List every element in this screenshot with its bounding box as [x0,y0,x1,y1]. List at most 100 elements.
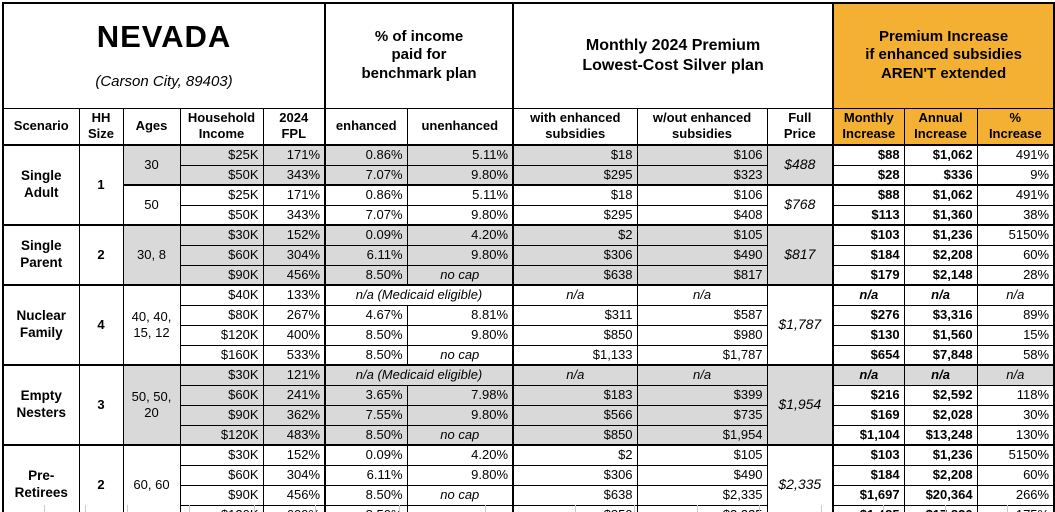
income-cell: $50K [179,164,264,186]
unenhanced-pct-cell: 9.80% [406,324,514,346]
with-subsidies-cell: $183 [512,384,638,406]
gridline [1007,505,1008,512]
full-price-cell: $1,787 [766,284,834,366]
wout-subsidies-cell: $408 [636,204,768,226]
fpl-cell: 152% [262,224,326,246]
enhanced-pct-cell: 4.67% [324,304,408,326]
pct-increase-cell: 60% [976,244,1055,266]
pct-increase-cell: 5150% [976,444,1055,466]
enhanced-pct-cell: 0.86% [324,184,408,206]
ages-cell: 40, 40, 15, 12 [122,284,181,366]
enhanced-pct-cell: 8.50% [324,264,408,286]
scenario-cell: Single Parent [2,224,80,286]
table-row: $120K 609% 8.50% no cap $850 $2,335 $1,4… [3,504,1055,512]
table-row: $120K 483% 8.50% no cap $850 $1,954 $1,1… [3,424,1055,446]
benchmark-group-header: % of income paid for benchmark plan [324,2,514,109]
monthly-increase-cell: $1,485 [832,504,905,512]
scenario-cell: Single Adult [2,144,80,226]
gridline [127,505,128,512]
income-cell: $60K [179,464,264,486]
monthly-increase-cell: n/a [832,284,905,306]
unenhanced-pct-cell: 7.98% [406,384,514,406]
wout-subsidies-cell: $817 [636,264,768,286]
annual-increase-cell: $2,208 [903,244,978,266]
annual-increase-cell: $1,236 [903,224,978,246]
gridline [399,505,400,512]
with-subsidies-cell: $2 [512,444,638,466]
income-cell: $30K [179,224,264,246]
ages-cell: 50, 50, 20 [122,364,181,446]
monthly-increase-cell: $179 [832,264,905,286]
increase-group-header: Premium Increase if enhanced subsidies A… [832,2,1055,109]
annual-increase-cell: $2,208 [903,464,978,486]
with-subsidies-cell: $850 [512,424,638,446]
col-header-with-subsidies: with enhanced subsidies [512,107,638,147]
ages-cell: 30 [122,144,181,186]
with-subsidies-cell: $306 [512,244,638,266]
income-cell: $60K [179,244,264,266]
gridline [821,505,822,512]
table-row: $90K 456% 8.50% no cap $638 $2,335 $1,69… [3,484,1055,506]
column-header-row: Scenario HH Size Ages Household Income 2… [2,107,1055,147]
pct-increase-cell: 30% [976,404,1055,426]
col-header-full-price: Full Price [766,107,834,147]
annual-increase-cell: $1,560 [903,324,978,346]
table-row: $60K 304% 6.11% 9.80% $306 $490 $184 $2,… [3,464,1055,486]
fpl-cell: 267% [262,304,326,326]
pct-increase-cell: 118% [976,384,1055,406]
income-cell: $160K [179,344,264,366]
scenario-cell: Empty Nesters [2,364,80,446]
col-header-wout-subsidies: w/out enhanced subsidies [636,107,768,147]
unenhanced-pct-cell: no cap [406,344,514,366]
income-cell: $90K [179,484,264,506]
with-subsidies-cell: $638 [512,264,638,286]
medicaid-na-cell: n/a (Medicaid eligible) [324,364,514,386]
monthly-increase-cell: $169 [832,404,905,426]
with-subsidies-cell: $18 [512,144,638,166]
with-subsidies-cell: $2 [512,224,638,246]
full-price-cell: $817 [766,224,834,286]
col-header-pct-increase: % Increase [976,107,1055,147]
wout-subsidies-cell: $587 [636,304,768,326]
with-subsidies-cell: $306 [512,464,638,486]
income-cell: $120K [179,424,264,446]
enhanced-pct-cell: 8.50% [324,424,408,446]
unenhanced-pct-cell: no cap [406,264,514,286]
table-row: Pre- Retirees 2 60, 60 $30K 152% 0.09% 4… [2,444,1055,512]
unenhanced-pct-cell: 8.81% [406,304,514,326]
enhanced-pct-cell: 8.50% [324,324,408,346]
fpl-cell: 533% [262,344,326,366]
table-row: $60K 304% 6.11% 9.80% $306 $490 $184 $2,… [3,244,1055,266]
annual-increase-cell: $20,364 [903,484,978,506]
with-subsidies-cell: $295 [512,164,638,186]
gridline [485,505,486,512]
hh-size-cell: 1 [78,144,124,226]
wout-subsidies-cell: $106 [636,144,768,166]
group-header-row: NEVADA (Carson City, 89403) % of income … [2,2,1055,109]
wout-subsidies-cell: $2,335 [636,504,768,512]
income-cell: $30K [179,364,264,386]
income-cell: $120K [179,324,264,346]
gridline [634,505,635,512]
enhanced-pct-cell: 7.55% [324,404,408,426]
income-cell: $80K [179,304,264,326]
gridline [189,505,190,512]
monthly-increase-cell: $654 [832,344,905,366]
table-row: $60K 241% 3.65% 7.98% $183 $399 $216 $2,… [3,384,1055,406]
pct-increase-cell: 491% [976,144,1055,166]
gridline [759,505,760,512]
monthly-increase-cell: $88 [832,184,905,206]
table-row: $50K 343% 7.07% 9.80% $295 $408 $113 $1,… [3,204,1055,226]
table-row: 50 $25K 171% 0.86% 5.11% $18 $106 $768 $… [3,184,1055,226]
pct-increase-cell: 89% [976,304,1055,326]
income-cell: $30K [179,444,264,466]
col-header-enhanced: enhanced [324,107,408,147]
annual-increase-cell: n/a [903,284,978,306]
fpl-cell: 171% [262,184,326,206]
wout-subsidies-cell: n/a [636,284,768,306]
unenhanced-pct-cell: 9.80% [406,404,514,426]
premium-group-header: Monthly 2024 Premium Lowest-Cost Silver … [512,2,834,109]
gridline [254,505,255,512]
fpl-cell: 362% [262,404,326,426]
